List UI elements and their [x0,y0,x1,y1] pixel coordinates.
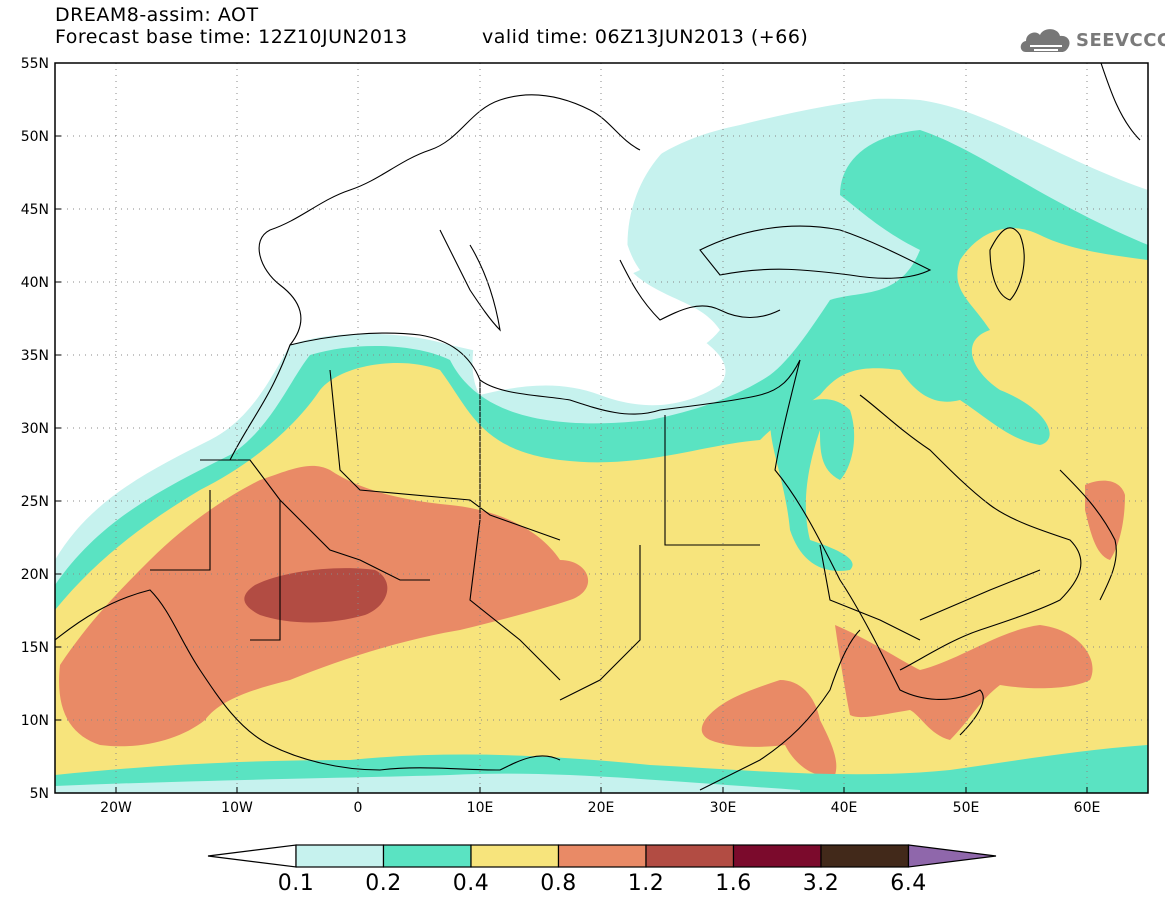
lat-tick-label: 55N [21,56,49,72]
lat-tick-label: 45N [21,202,49,218]
colorbar-label: 6.4 [890,871,927,896]
colorbar-segment-0-2 [382,844,472,868]
lon-tick-labels: 20W 10W 0 10E 20E 30E 40E 50E 60E [100,800,1100,816]
aot-band-0-2-nile [770,399,855,571]
lat-tick-label: 30N [21,421,49,437]
colorbar-label: 3.2 [802,871,840,896]
lon-tick-label: 60E [1074,800,1101,816]
colorbar-label: 1.2 [627,871,665,896]
colorbar-segment-0-1 [295,844,385,868]
colorbar-label: 0.2 [365,871,402,896]
lon-tick-label: 10E [467,800,494,816]
lon-tick-label: 0 [354,800,363,816]
colorbar-segment-0-8 [557,844,647,868]
cloud-logo-icon [1020,29,1070,52]
lat-tick-label: 5N [30,786,49,802]
lat-tick-label: 25N [21,494,49,510]
lat-tick-label: 20N [21,567,49,583]
lat-tick-label: 40N [21,275,49,291]
lat-tick-label: 15N [21,640,49,656]
coastlines [55,63,1141,791]
map-title: DREAM8-assim: AOT [55,4,259,26]
aot-band-below-0-1-med [472,286,726,406]
colorbar-segment-3-2 [820,844,910,868]
colorbar-label: 0.4 [452,871,490,896]
lon-tick-label: 20W [100,800,132,816]
colorbar-segment-1-2 [645,844,735,868]
aot-band-0-8-horn [701,680,837,776]
logo-text: SEEVCCC [1076,30,1165,51]
forecast-base-time: Forecast base time: 12Z10JUN2013 [55,26,408,48]
gridlines [55,63,1148,793]
colorbar [207,844,997,868]
lon-tick-label: 20E [588,800,615,816]
colorbar-segment-0-4 [470,844,560,868]
colorbar-segment-gt-6-4 [907,844,997,868]
lon-tick-label: 30E [710,800,737,816]
lon-tick-label: 40E [831,800,858,816]
valid-time: valid time: 06Z13JUN2013 (+66) [482,26,809,48]
colorbar-label: 0.8 [540,871,577,896]
aot-band-0-8-arabia [835,625,1093,740]
seevccc-logo: SEEVCCC [1018,22,1165,58]
tick-marks [55,135,1088,793]
aot-band-below-0-1-europe [55,63,1148,540]
lat-tick-label: 50N [21,129,49,145]
colorbar-label: 0.1 [277,871,315,896]
colorbar-segment-lt-0-1 [207,844,297,868]
lon-tick-label: 50E [953,800,980,816]
lon-tick-label: 10W [221,800,253,816]
colorbar-segment-1-6 [732,844,822,868]
lat-tick-labels: 55N 50N 45N 40N 35N 30N 25N 20N 15N 10N … [21,56,49,802]
aot-contours [55,63,1148,793]
lat-tick-label: 10N [21,713,49,729]
lat-tick-label: 35N [21,348,49,364]
aot-band-0-1-south [55,773,800,793]
colorbar-label: 1.6 [715,871,752,896]
